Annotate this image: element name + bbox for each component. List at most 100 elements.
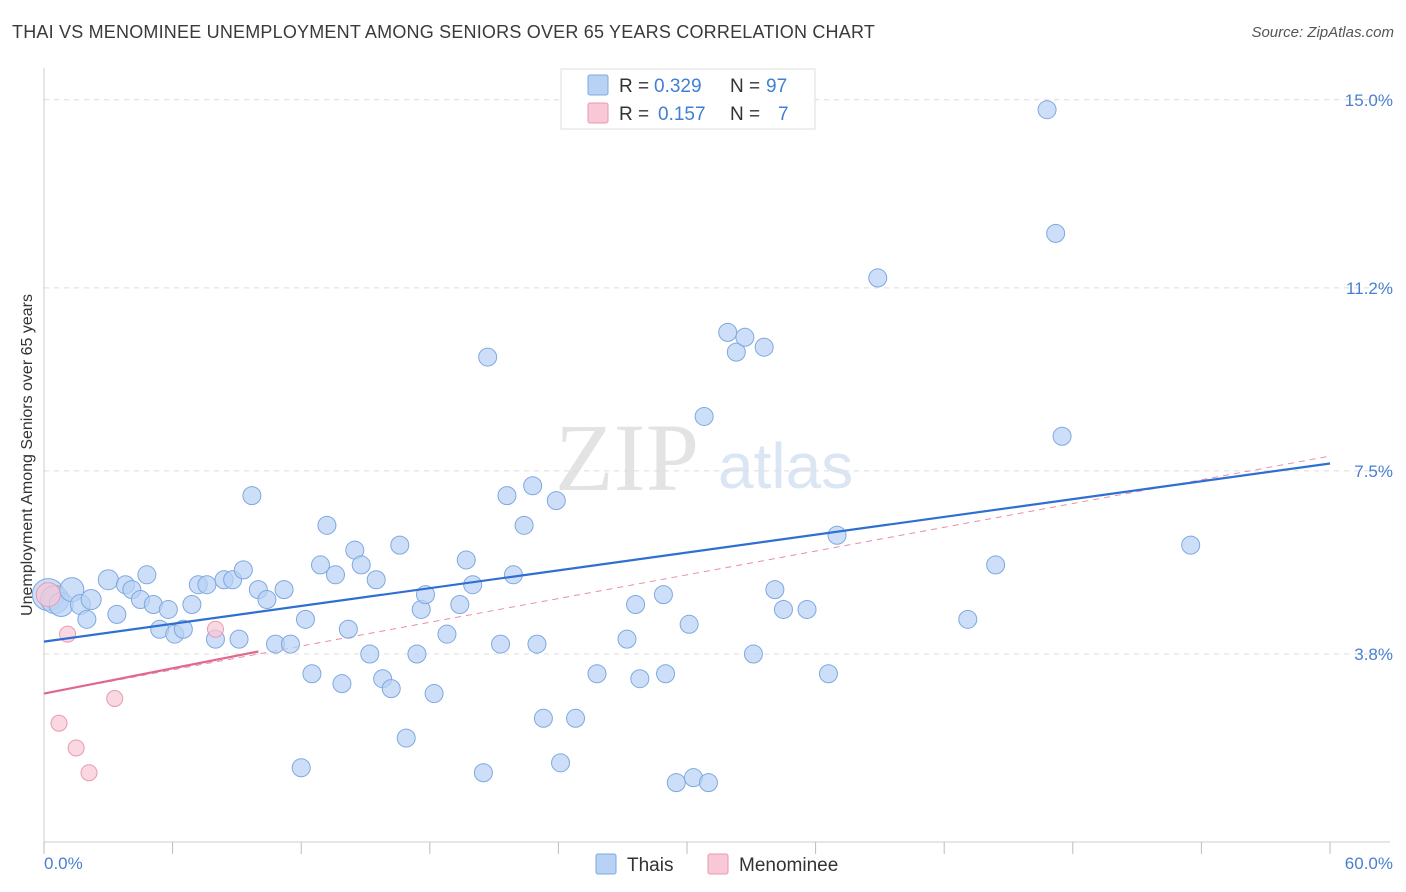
thai-point	[773, 599, 793, 619]
thai-point	[229, 629, 249, 649]
series-legend: Thais Menominee	[595, 853, 838, 876]
legend-r-label-thais: R =	[619, 76, 649, 97]
thai-point	[546, 491, 566, 511]
legend-n-label-menominee: N =	[730, 104, 760, 125]
menominee-trend-line	[43, 650, 259, 695]
thai-point	[694, 406, 714, 426]
thai-point	[182, 594, 202, 614]
thai-point	[698, 773, 718, 793]
legend-swatch-menominee	[587, 102, 609, 124]
thai-point	[587, 664, 607, 684]
thai-point	[295, 609, 315, 629]
thai-point	[80, 589, 102, 611]
thai-point	[351, 555, 371, 575]
thai-point	[726, 342, 746, 362]
bottom-legend-menominee: Menominee	[739, 855, 838, 876]
thai-point	[338, 619, 358, 639]
thai-point	[666, 773, 686, 793]
thai-point	[197, 575, 217, 595]
y-tick-label: 11.2%	[1346, 279, 1393, 298]
thai-point	[437, 624, 457, 644]
thai-point	[310, 555, 330, 575]
thai-point	[456, 550, 476, 570]
watermark-zip: ZIP	[555, 404, 699, 511]
thai-point	[630, 669, 650, 689]
thai-point	[735, 327, 755, 347]
stats-legend: R = 0.329 N = 97 R = 0.157 N = 7	[560, 68, 816, 130]
thai-point	[291, 758, 311, 778]
y-axis-label: Unemployment Among Seniors over 65 years	[19, 294, 36, 616]
legend-n-value-menominee: 7	[778, 104, 789, 125]
thai-point	[173, 619, 193, 639]
menominee-point	[67, 739, 85, 757]
x-tick-label-max: 60.0%	[1345, 854, 1393, 873]
thai-point	[566, 708, 586, 728]
bottom-legend-swatch-menominee	[707, 853, 729, 875]
menominee-point	[80, 764, 98, 782]
thai-point	[527, 634, 547, 654]
thai-point	[325, 565, 345, 585]
thai-point	[233, 560, 253, 580]
watermark-atlas: atlas	[718, 430, 853, 502]
x-tick-label-min: 0.0%	[44, 854, 83, 873]
menominee-point	[35, 582, 61, 608]
thai-point	[679, 614, 699, 634]
x-ticks	[43, 842, 1331, 854]
thai-point	[653, 585, 673, 605]
legend-n-label-thais: N =	[730, 76, 760, 97]
thai-point	[137, 565, 157, 585]
y-tick-labels: 3.8% 7.5% 11.2% 15.0%	[1345, 91, 1393, 664]
menominee-point	[106, 690, 124, 708]
bottom-legend-swatch-thais	[595, 853, 617, 875]
thai-point	[302, 664, 322, 684]
legend-r-value-menominee: 0.157	[658, 104, 706, 125]
thai-point	[107, 604, 127, 624]
thai-point	[463, 575, 483, 595]
thai-point	[242, 486, 262, 506]
thai-point	[754, 337, 774, 357]
trend-lines	[43, 462, 1331, 695]
thai-point	[1052, 426, 1072, 446]
thai-point	[478, 347, 498, 367]
thai-trend-line	[43, 462, 1331, 643]
thai-point	[366, 570, 386, 590]
thai-point	[514, 515, 534, 535]
thai-point	[390, 535, 410, 555]
thai-point	[656, 664, 676, 684]
thai-point	[450, 594, 470, 614]
thai-point	[718, 322, 738, 342]
thai-point	[818, 664, 838, 684]
thai-point	[1181, 535, 1201, 555]
thai-point	[868, 268, 888, 288]
legend-r-value-thais: 0.329	[654, 76, 702, 97]
thai-point	[1037, 100, 1057, 120]
thai-point	[280, 634, 300, 654]
thai-point	[1046, 223, 1066, 243]
bottom-legend-thais: Thais	[627, 855, 673, 876]
menominee-point	[50, 714, 68, 732]
thai-points	[31, 100, 1201, 793]
y-tick-label: 15.0%	[1345, 91, 1393, 110]
thai-point	[407, 644, 427, 664]
grid	[44, 99, 1390, 655]
thai-point	[473, 763, 493, 783]
axes	[43, 68, 1390, 843]
thai-point	[743, 644, 763, 664]
thai-point	[77, 609, 97, 629]
thai-point	[158, 599, 178, 619]
thai-point	[257, 590, 277, 610]
thai-point	[381, 679, 401, 699]
source-credit: Source: ZipAtlas.com	[1251, 24, 1394, 41]
thai-point	[551, 753, 571, 773]
thai-point	[491, 634, 511, 654]
thai-point	[497, 486, 517, 506]
thai-point	[533, 708, 553, 728]
thai-point	[523, 476, 543, 496]
thai-point	[424, 684, 444, 704]
thai-point	[317, 515, 337, 535]
thai-point	[986, 555, 1006, 575]
legend-r-label-menominee: R =	[619, 104, 649, 125]
chart-title: THAI VS MENOMINEE UNEMPLOYMENT AMONG SEN…	[12, 22, 876, 42]
thai-point	[958, 609, 978, 629]
